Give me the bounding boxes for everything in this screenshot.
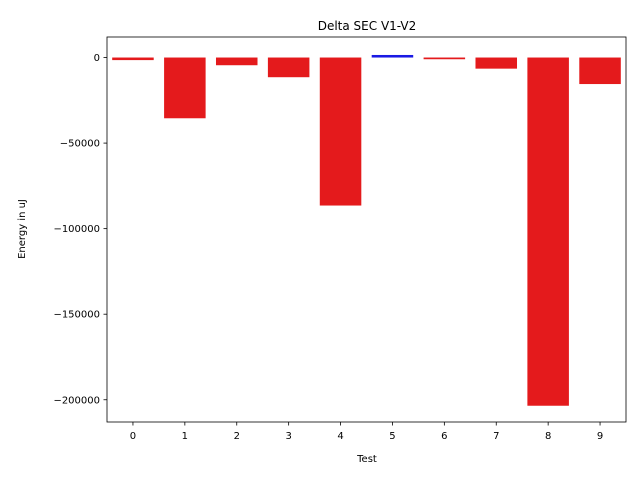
x-tick-label: 6	[441, 431, 447, 442]
x-tick-label: 3	[285, 431, 291, 442]
x-axis-label: Test	[356, 454, 377, 465]
y-tick-label: −50000	[60, 139, 100, 150]
bar-test-0	[112, 57, 154, 61]
x-tick-label: 9	[597, 431, 603, 442]
bar-test-4	[319, 57, 362, 206]
y-ticks-group: 0 −50000 −100000 −150000 −200000	[53, 53, 107, 406]
chart-title: Delta SEC V1-V2	[318, 19, 417, 33]
y-axis-label: Energy in uJ	[17, 199, 28, 259]
bars-group	[112, 54, 621, 406]
y-tick-label: −100000	[53, 224, 100, 235]
y-tick-label: 0	[94, 53, 100, 64]
x-tick-label: 7	[493, 431, 499, 442]
y-tick-label: −200000	[53, 395, 100, 406]
x-tick-label: 4	[337, 431, 343, 442]
bar-test-2	[215, 57, 258, 66]
bar-test-9	[579, 57, 621, 85]
plot-frame	[106, 36, 627, 423]
bar-test-6	[423, 57, 466, 60]
bar-test-3	[267, 57, 310, 78]
bar-test-7	[475, 57, 518, 69]
bar-test-5	[371, 54, 414, 58]
x-tick-label: 5	[389, 431, 395, 442]
y-tick-label: −150000	[53, 310, 100, 321]
x-tick-label: 8	[545, 431, 551, 442]
x-tick-label: 2	[234, 431, 240, 442]
bar-test-8	[527, 57, 569, 406]
bar-test-1	[164, 57, 206, 119]
x-ticks-group: 0 1 2 3 4 5 6 7 8 9	[130, 422, 603, 442]
x-tick-label: 1	[182, 431, 188, 442]
x-tick-label: 0	[130, 431, 136, 442]
